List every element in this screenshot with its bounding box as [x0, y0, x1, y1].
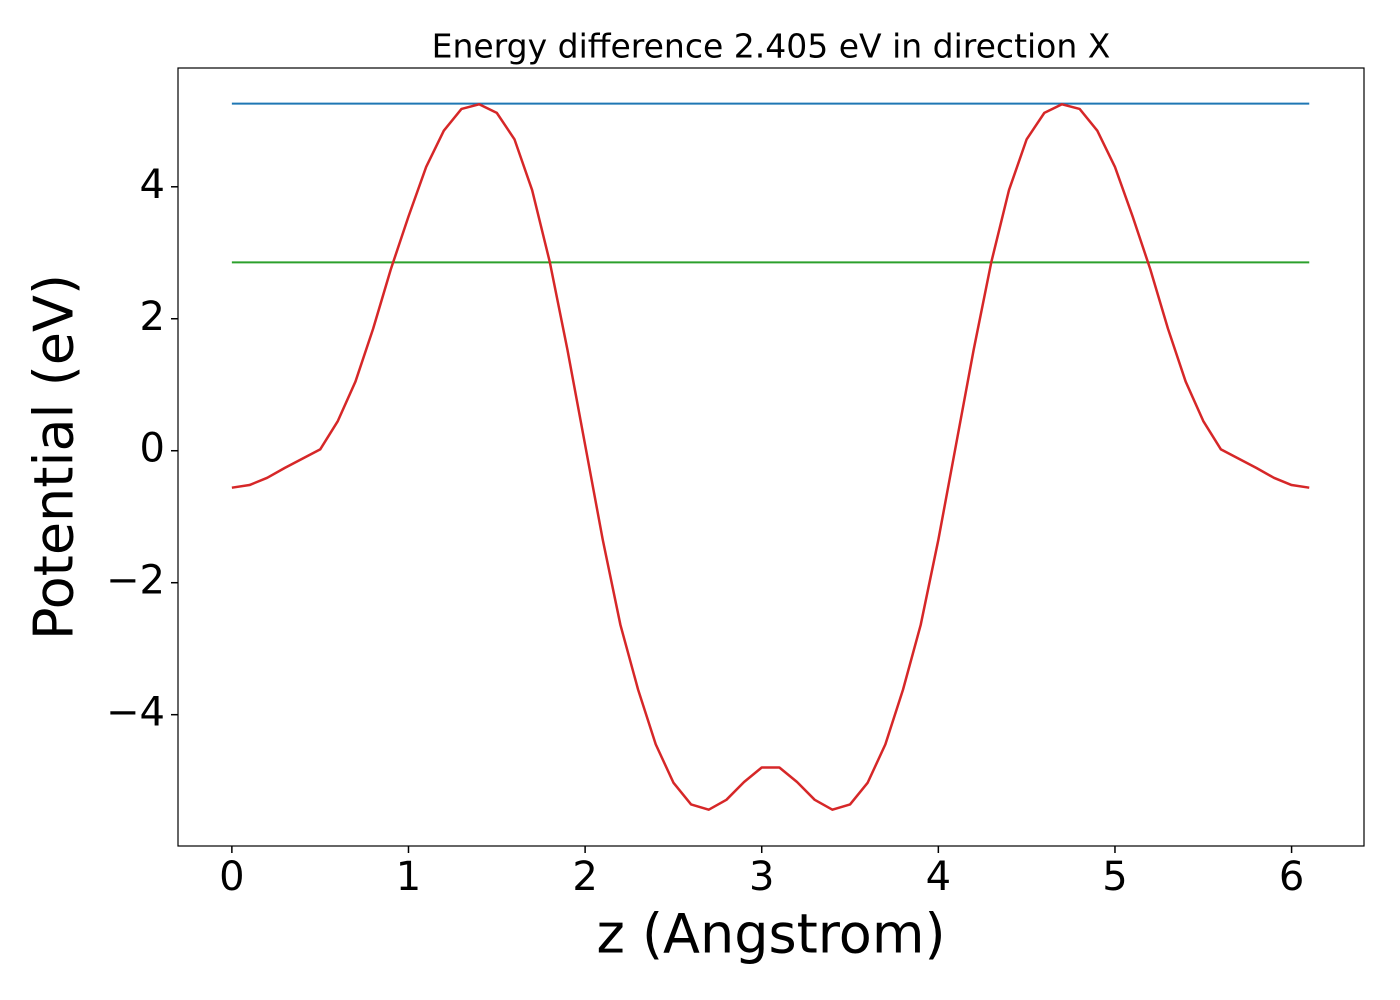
x-tick-label: 4 [926, 854, 951, 900]
y-tick-label: 0 [140, 426, 165, 472]
y-tick-label: −4 [106, 690, 165, 736]
x-tick-label: 3 [749, 854, 774, 900]
chart-title: Energy difference 2.405 eV in direction … [432, 27, 1111, 66]
x-tick-label: 2 [572, 854, 597, 900]
line-series [231, 103, 1310, 811]
y-axis-label: Potential (eV) [23, 274, 86, 640]
y-tick-label: −2 [106, 558, 165, 604]
x-tick-label: 1 [396, 854, 421, 900]
x-tick-label: 5 [1102, 854, 1127, 900]
x-axis-label: z (Angstrom) [596, 903, 945, 966]
y-tick-label: 4 [140, 162, 165, 208]
x-tick-label: 0 [219, 854, 244, 900]
y-tick-label: 2 [140, 294, 165, 340]
plot-frame [177, 67, 1365, 847]
x-tick-label: 6 [1279, 854, 1304, 900]
